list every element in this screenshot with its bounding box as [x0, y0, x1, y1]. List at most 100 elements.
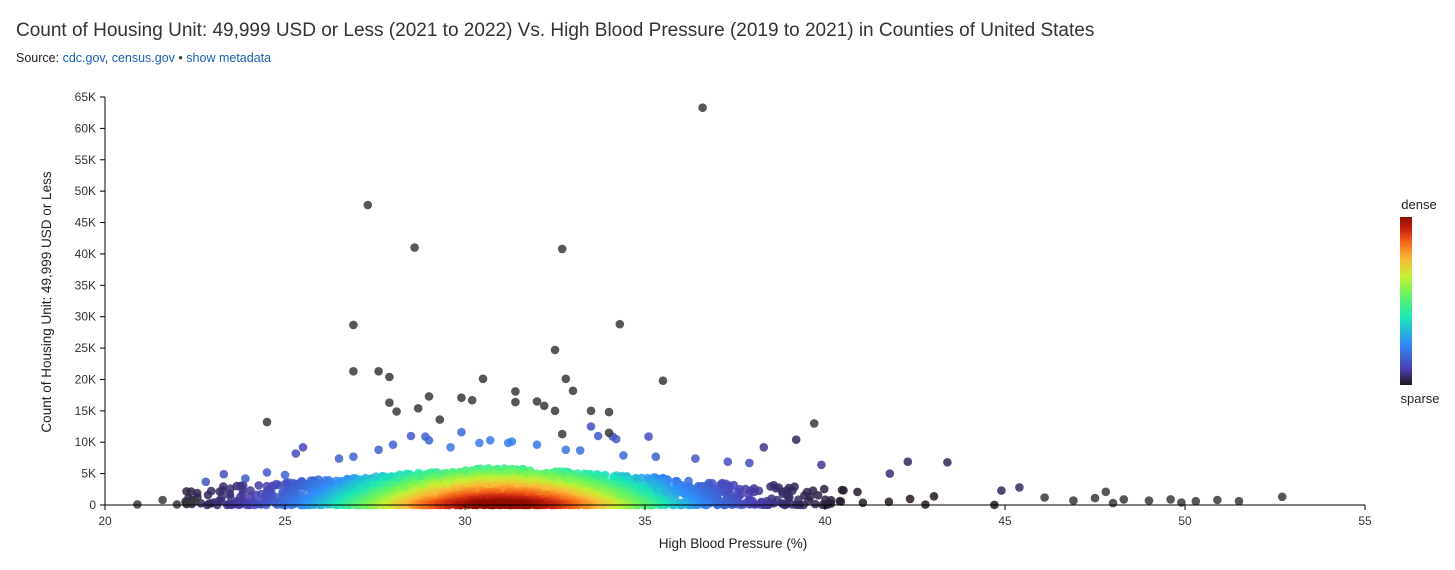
scatter-point-outlier	[561, 374, 571, 384]
scatter-point	[586, 422, 596, 431]
scatter-point	[819, 484, 829, 494]
scatter-point	[203, 490, 213, 500]
scatter-point	[884, 497, 894, 507]
y-tick-label: 25K	[75, 341, 96, 355]
scatter-point	[406, 431, 416, 441]
source-separator: •	[178, 51, 183, 65]
scatter-point	[225, 492, 235, 501]
scatter-point	[291, 449, 301, 458]
scatter-point	[446, 443, 455, 452]
scatter-point	[201, 477, 211, 487]
scatter-point	[759, 443, 769, 452]
scatter-point-outlier	[457, 393, 466, 403]
scatter-point-outlier	[1277, 492, 1287, 502]
scatter-point	[280, 470, 290, 480]
scatter-point	[835, 496, 845, 506]
scatter-point	[619, 451, 628, 460]
density-legend: dense sparse	[1400, 197, 1440, 406]
x-tick-label: 20	[98, 514, 112, 528]
scatter-point	[298, 443, 308, 452]
source-comma: ,	[104, 51, 109, 65]
scatter-point-outlier	[392, 407, 401, 416]
scatter-point-outlier	[1069, 496, 1078, 505]
source-link-census[interactable]: census.gov	[111, 51, 175, 65]
scatter-point	[241, 474, 250, 483]
scatter-point-outlier	[511, 397, 520, 407]
scatter-point-outlier	[410, 243, 419, 252]
scatter-point	[905, 494, 915, 504]
scatter-point	[853, 487, 862, 497]
scatter-point-outlier	[435, 415, 445, 424]
scatter-point-outlier	[158, 495, 167, 505]
scatter-point	[457, 427, 466, 437]
source-prefix: Source:	[16, 51, 60, 65]
scatter-point	[1015, 483, 1024, 492]
scatter-point-outlier	[262, 417, 272, 427]
legend-sparse-label: sparse	[1400, 391, 1439, 406]
scatter-point	[858, 498, 868, 508]
scatter-point	[800, 491, 809, 500]
scatter-point	[218, 486, 228, 495]
scatter-point-outlier	[1119, 495, 1129, 504]
scatter-point-outlier	[698, 103, 707, 112]
scatter-point	[817, 460, 826, 470]
show-metadata-link[interactable]: show metadata	[186, 51, 272, 65]
scatter-point	[254, 481, 263, 490]
scatter-point-outlier	[1090, 493, 1100, 503]
scatter-point-outlier	[183, 498, 193, 508]
legend-dense-label: dense	[1401, 197, 1436, 212]
scatter-point	[644, 432, 653, 441]
scatter-point-outlier	[1177, 498, 1186, 507]
x-tick-label: 55	[1358, 514, 1372, 528]
y-tick-label: 15K	[75, 404, 96, 418]
scatter-point-outlier	[478, 374, 488, 384]
scatter-point-outlier	[658, 376, 668, 386]
y-tick-label: 45K	[75, 216, 96, 230]
y-tick-label: 0	[89, 498, 96, 512]
y-tick-label: 20K	[75, 372, 96, 386]
scatter-point-outlier	[424, 392, 434, 401]
source-line: Source: cdc.gov, census.gov • show metad…	[16, 51, 271, 65]
scatter-point	[791, 435, 801, 445]
y-tick-label: 65K	[75, 90, 96, 104]
scatter-point-outlier	[385, 372, 394, 382]
scatter-point-outlier	[1040, 493, 1049, 502]
y-axis-title: Count of Housing Unit: 49,999 USD or Les…	[39, 171, 54, 432]
scatter-point	[532, 440, 542, 450]
scatter-point-outlier	[809, 419, 819, 428]
y-tick-label: 55K	[75, 153, 96, 167]
scatter-point-outlier	[539, 401, 549, 411]
scatter-point-outlier	[550, 406, 560, 416]
scatter-point	[334, 454, 344, 463]
scatter-point	[723, 457, 733, 467]
scatter-point-outlier	[172, 500, 182, 509]
scatter-point	[745, 458, 754, 468]
scatter-point	[274, 480, 284, 490]
scatter-point-outlier	[550, 345, 560, 355]
scatter-point-outlier	[615, 319, 625, 329]
scatter-point	[219, 469, 229, 479]
scatter-point	[349, 452, 358, 462]
scatter-point-outlier	[1234, 496, 1244, 506]
scatter-point-outlier	[349, 367, 358, 376]
y-tick-label: 30K	[75, 310, 96, 324]
scatter-point	[424, 436, 434, 445]
scatter-point	[810, 499, 820, 509]
y-tick-label: 5K	[81, 467, 96, 481]
density-color-bar	[1400, 217, 1412, 385]
scatter-point	[929, 492, 939, 501]
y-tick-label: 50K	[75, 184, 96, 198]
scatter-point-outlier	[557, 244, 567, 254]
scatter-point-outlier	[604, 407, 614, 417]
scatter-point-outlier	[568, 386, 578, 396]
source-link-cdc[interactable]: cdc.gov	[62, 51, 105, 65]
scatter-point-outlier	[532, 397, 542, 406]
scatter-point	[691, 454, 700, 463]
scatter-point	[997, 486, 1006, 495]
scatter-point-outlier	[374, 367, 383, 376]
chart-title: Count of Housing Unit: 49,999 USD or Les…	[16, 20, 1095, 41]
scatter-point-outlier	[133, 500, 142, 509]
scatter-point-outlier	[1191, 496, 1201, 506]
scatter-point	[611, 434, 621, 444]
scatter-point-outlier	[363, 200, 373, 210]
